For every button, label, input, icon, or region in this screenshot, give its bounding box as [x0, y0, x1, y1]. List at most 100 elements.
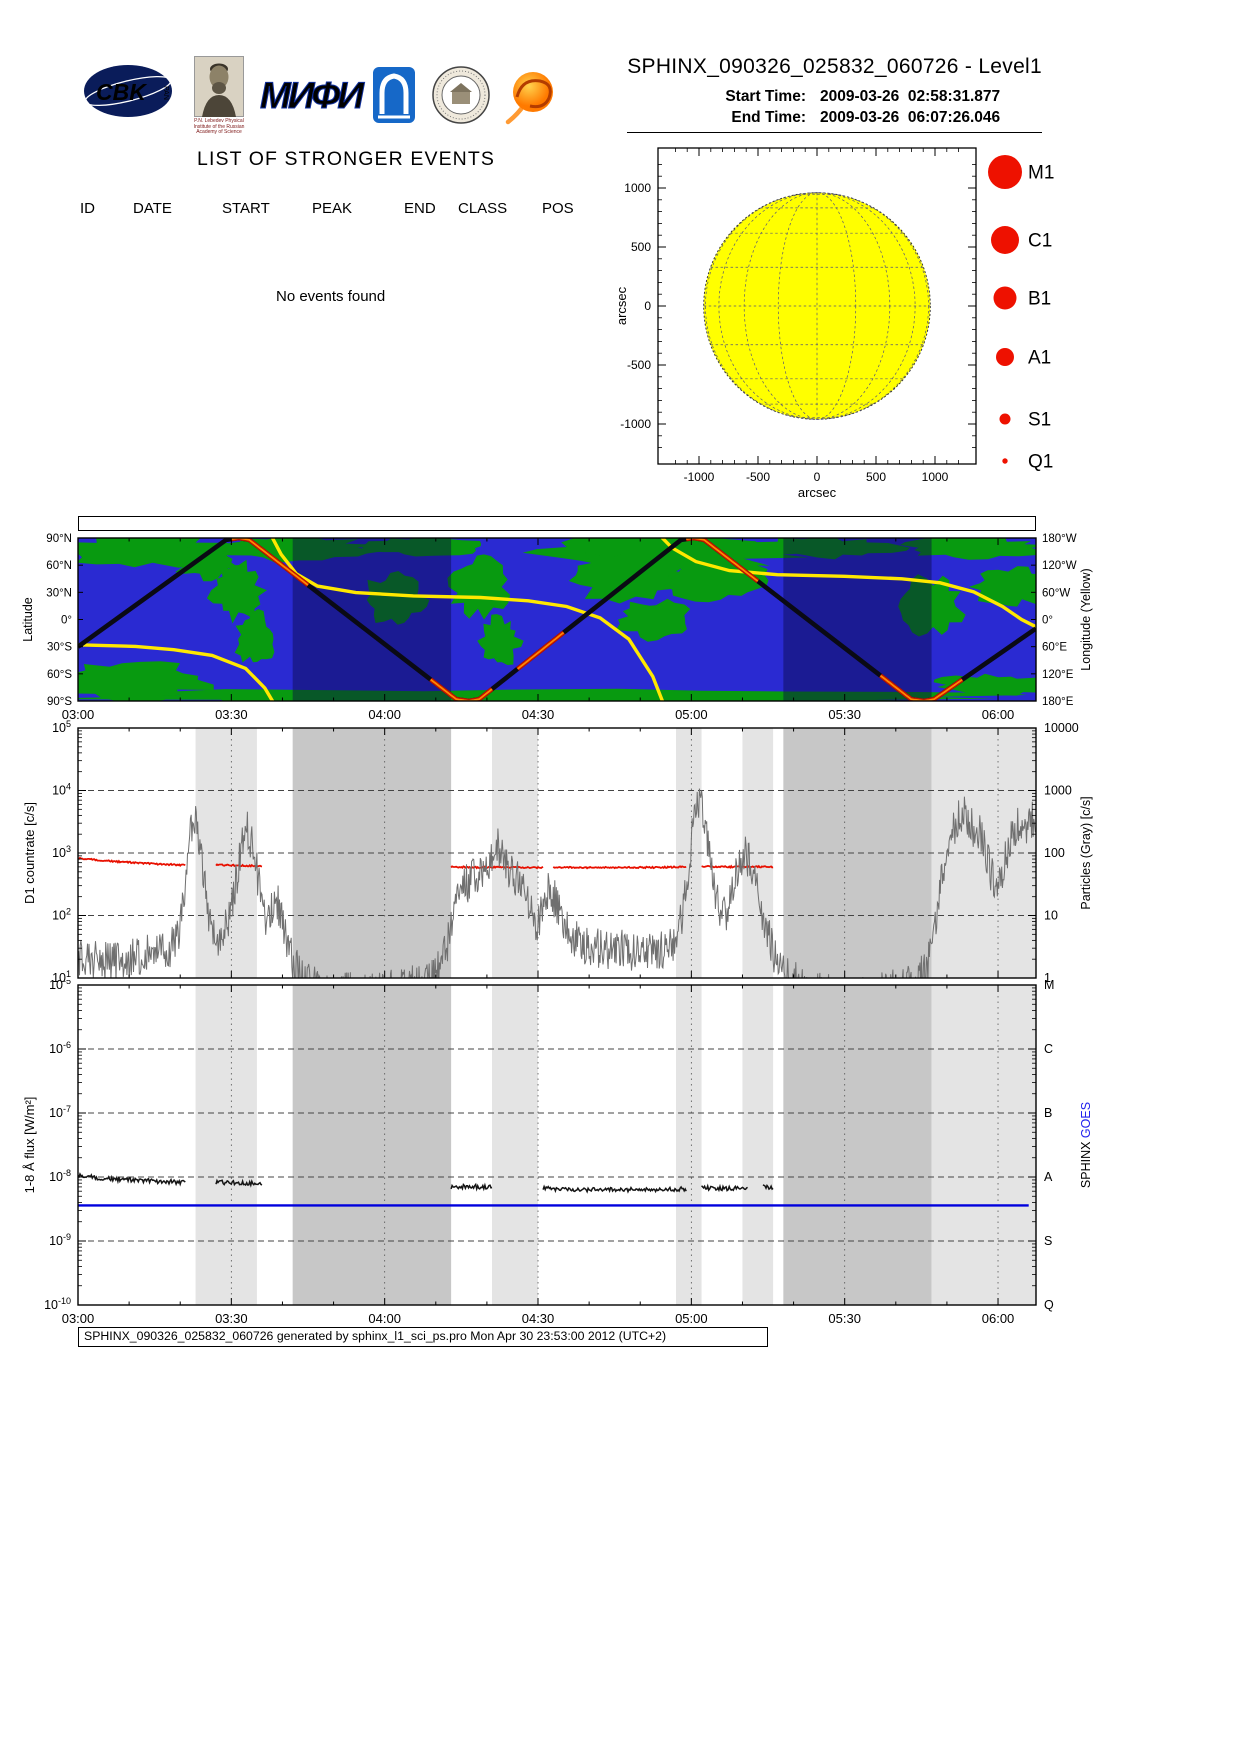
y-tick-label: 103: [52, 844, 71, 860]
legend-label-C1: C1: [1028, 231, 1052, 252]
panel-frame: [77, 984, 1037, 1306]
y-tick-label: 10-8: [49, 1168, 71, 1184]
legend-circle-C1: [991, 226, 1019, 254]
right-tick-label: 100: [1044, 846, 1065, 860]
shaded-band: [492, 728, 539, 978]
lon-tick-label: 0°: [1042, 615, 1053, 627]
y-axis-title: arcsec: [614, 286, 629, 325]
solar-disk-chart: -1000 -1000 -500 -500 0 0 500 500 1000 1000 arcsec…: [614, 147, 1054, 500]
shaded-band: [742, 728, 774, 978]
portrait-shoulders: [202, 95, 236, 117]
series-sphinx-flux: [762, 1183, 774, 1191]
solar-bg: [658, 148, 976, 464]
ground-track-hot: [879, 673, 964, 701]
events-col-pos: POS: [542, 200, 574, 217]
land-mass: [933, 673, 1036, 696]
shaded-band: [676, 728, 702, 978]
mephi-logo: МИФИ: [260, 75, 369, 117]
land-mass: [78, 688, 1028, 701]
university-seal-logo: [432, 66, 490, 124]
solar-grid-meridian: [743, 192, 891, 420]
lat-tick-label: 60°N: [46, 560, 72, 572]
ground-track-hot-core: [517, 631, 565, 670]
shaded-band: [492, 985, 539, 1305]
seal-inner-circle: [441, 75, 481, 115]
lon-tick-label: 180°E: [1042, 696, 1074, 708]
land-mass: [898, 574, 966, 637]
land-mass: [899, 538, 1036, 560]
right-tick-label: Q: [1044, 1298, 1054, 1312]
lon-tick-label: 60°W: [1042, 587, 1070, 599]
ground-track-map: 90°N 180°W 60°N 120°W 30°N 60°W 0° 0° 30°S 60°E 60…: [21, 533, 1093, 722]
series-D1-countrate: [215, 863, 263, 868]
right-tick-label: 10000: [1044, 721, 1079, 735]
shaded-band: [195, 728, 257, 978]
land-mass: [185, 538, 385, 563]
lat-tick-label: 90°S: [47, 696, 72, 708]
end-time-value: 2009-03-26 06:07:26.046: [820, 109, 1001, 126]
arch-shape: [379, 73, 409, 114]
shaded-band: [931, 985, 1036, 1305]
ground-track: [78, 538, 1036, 701]
events-col-start: START: [222, 200, 270, 217]
shaded-band: [292, 728, 452, 978]
start-time-label: Start Time:: [725, 88, 806, 105]
lat-tick-label: 90°N: [46, 533, 72, 545]
ground-track-hot-core: [686, 538, 759, 582]
lat-tick-label: 0°: [61, 615, 72, 627]
seal-roof: [450, 83, 472, 92]
start-time-row: Start Time: 2009-03-26 02:58:31.877: [627, 86, 1042, 107]
y-tick-label: 10-6: [49, 1040, 71, 1056]
land-mass: [175, 543, 238, 582]
time-range-block: Start Time: 2009-03-26 02:58:31.877 End …: [627, 86, 1042, 133]
legend-circle-M1: [988, 155, 1022, 189]
left-axis-title: Latitude: [21, 597, 35, 642]
tick-label: 0: [644, 299, 651, 313]
legend-label-S1: S1: [1028, 410, 1051, 431]
x-axis-title: arcsec: [798, 485, 837, 500]
shaded-band: [783, 728, 932, 978]
ground-track-hot: [686, 538, 760, 583]
events-col-date: DATE: [133, 200, 172, 217]
land-mass: [568, 552, 695, 604]
ground-track-hot: [516, 630, 566, 671]
lon-tick-label: 180°W: [1042, 533, 1077, 545]
lat-tick-label: 60°S: [47, 669, 72, 681]
left-axis-title: D1 countrate [c/s]: [22, 802, 37, 904]
ground-track-hot-core: [430, 678, 493, 701]
tick-label: 1000: [922, 470, 949, 484]
land-mass: [361, 538, 482, 557]
solar-frame: [657, 147, 977, 465]
arch-logo: [373, 67, 415, 123]
shaded-band: [676, 985, 702, 1305]
ocean: [78, 538, 1036, 701]
y-tick-label: 10-5: [49, 980, 71, 992]
series-sphinx-flux: [701, 1183, 748, 1193]
panel-bg: [78, 728, 1036, 978]
ground-track-hot: [231, 538, 310, 587]
events-col-peak: PEAK: [312, 200, 353, 217]
land-mass: [750, 538, 911, 560]
portrait-frame: [194, 56, 244, 117]
solar-grid-meridian: [718, 192, 916, 420]
right-tick-label: 10: [1044, 909, 1058, 923]
land-mass: [206, 559, 267, 624]
lon-tick-label: 60°E: [1042, 642, 1067, 654]
right-axis-title: SPHINX GOES: [1079, 1102, 1093, 1188]
solar-disk: [703, 192, 931, 420]
series-particles: [78, 788, 1036, 978]
time-tick-label: 05:30: [828, 1311, 861, 1326]
time-tick-label: 04:30: [522, 1311, 555, 1326]
map-frame: [77, 537, 1037, 702]
xray-flux-chart: 10-5 M 10-6 C 10-7 B 10-8 A 10-9 S 10-10 Q 03:00 03:3…: [22, 980, 1093, 1326]
portrait-beard: [212, 82, 226, 94]
ground-track-hot: [429, 677, 494, 701]
solar-grid-meridian: [777, 192, 857, 420]
portrait-hair: [210, 63, 228, 75]
cbk-orbit-ring: [84, 75, 172, 107]
series-sphinx-flux: [215, 1178, 263, 1188]
land-mass: [78, 538, 237, 568]
legend-circle-S1: [999, 413, 1011, 425]
legend-circle-A1: [996, 348, 1014, 366]
